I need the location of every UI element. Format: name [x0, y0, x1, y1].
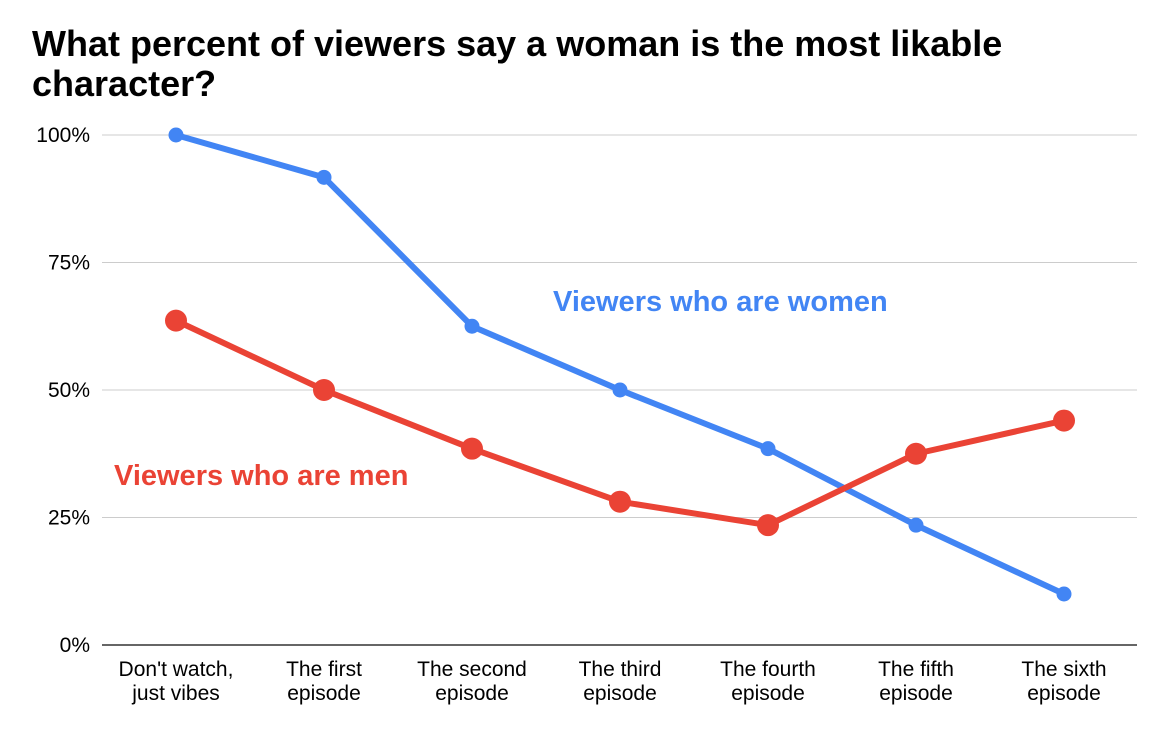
data-point-men — [165, 309, 187, 332]
x-axis-ticks: Don't watch, just vibes The first episode Th… — [119, 658, 1107, 705]
data-point-men — [313, 379, 335, 401]
y-tick-label: 100% — [36, 124, 90, 147]
data-point-men — [609, 490, 631, 513]
x-tick-label: The sixth episode — [1021, 658, 1106, 705]
series-line-women — [173, 132, 1067, 597]
series-men — [165, 309, 1075, 537]
y-tick-label: 25% — [48, 507, 90, 530]
y-tick-label: 75% — [48, 252, 90, 275]
data-point-women — [316, 169, 332, 185]
data-point-men — [461, 437, 483, 460]
data-point-men — [905, 442, 927, 465]
series-label-women: Viewers who are women — [553, 286, 888, 318]
x-tick-label: The third episode — [579, 658, 662, 705]
data-point-women — [908, 517, 924, 533]
x-tick-label: The fourth episode — [720, 658, 816, 705]
data-point-men — [757, 514, 779, 537]
data-point-women — [760, 441, 776, 457]
series-label-men: Viewers who are men — [114, 460, 408, 492]
x-tick-label: The fifth episode — [878, 658, 954, 705]
x-tick-label: The first episode — [286, 658, 362, 705]
y-tick-label: 50% — [48, 379, 90, 402]
data-point-women — [464, 318, 480, 334]
series-women — [168, 127, 1072, 602]
chart-title: What percent of viewers say a woman is t… — [32, 23, 1003, 104]
data-point-women — [1056, 586, 1072, 602]
series-layer — [165, 127, 1075, 602]
x-tick-label: Don't watch, just vibes — [119, 658, 234, 705]
data-point-men — [1053, 409, 1075, 432]
data-point-women — [612, 382, 628, 398]
x-tick-label: The second episode — [417, 658, 527, 705]
y-axis-ticks: 0% 25% 50% 75% 100% — [36, 124, 90, 657]
y-tick-label: 0% — [60, 634, 90, 657]
data-point-women — [168, 127, 184, 143]
